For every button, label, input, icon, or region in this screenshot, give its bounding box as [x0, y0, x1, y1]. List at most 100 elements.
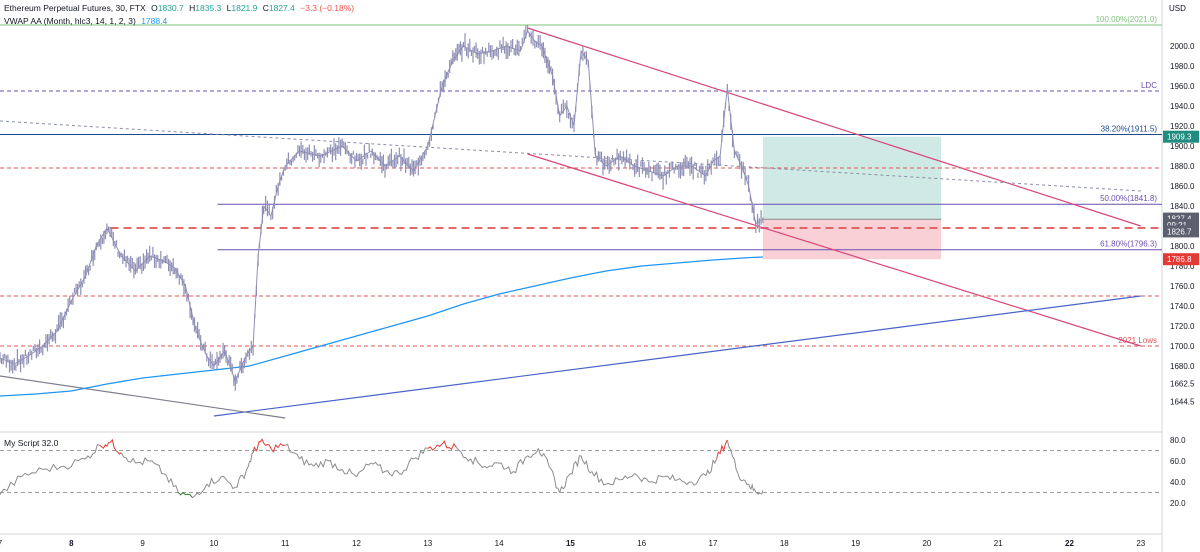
close-label: C — [262, 3, 269, 13]
vwap-line — [0, 256, 763, 397]
time-tick-9: 9 — [140, 539, 145, 548]
osc-segment-37 — [527, 448, 539, 458]
time-tick-20: 20 — [922, 539, 931, 548]
time-tick-11: 11 — [281, 539, 290, 548]
price-tick-1: 2000.0 — [1170, 42, 1195, 51]
channel-lower-line — [527, 153, 1141, 347]
time-tick-15: 15 — [566, 539, 575, 548]
osc-segment-38 — [537, 448, 550, 467]
time-tick-21: 21 — [994, 539, 1003, 548]
osc-segment-6 — [110, 438, 122, 455]
osc-segment-43 — [591, 470, 607, 486]
osc-segment-2 — [42, 463, 65, 473]
level-label-4: 50.00%(1841.8) — [1100, 194, 1157, 203]
osc-segment-30 — [427, 443, 443, 451]
level-label-0: 100.00%(2021.0) — [1096, 15, 1158, 24]
price-tick-2: 1980.0 — [1170, 62, 1195, 71]
trendlines[interactable] — [0, 27, 1141, 419]
osc-segment-46 — [634, 473, 650, 483]
price-axis[interactable]: 2000.0 1980.0 1960.0 1940.0 1920.0 1900.0 1880… — [1163, 42, 1199, 508]
low-value: 1821.9 — [231, 3, 258, 13]
osc-segment-55 — [748, 482, 757, 493]
axis-tag-bg-3 — [1163, 225, 1199, 238]
price-tick-13: 1760.0 — [1170, 282, 1195, 291]
price-tick-14: 1740.0 — [1170, 302, 1195, 311]
osc-segment-24 — [341, 467, 357, 478]
osc-segment-48 — [662, 473, 678, 481]
osc-segment-8 — [135, 457, 150, 466]
vwap-path — [0, 256, 763, 397]
indicator-name: My Script — [4, 438, 40, 448]
level-label-8: 2021 Lows — [1118, 336, 1157, 345]
price-line — [0, 29, 764, 383]
price-tick-15: 1720.0 — [1170, 322, 1195, 331]
change-value: −3.3 (−0.18%) — [300, 3, 355, 13]
oscillator-pane — [0, 438, 1162, 499]
price-tick-3: 1960.0 — [1170, 82, 1195, 91]
open-label: O — [151, 3, 158, 13]
axis-tag-0: 1909.3 — [1167, 133, 1192, 142]
position-tool-zones[interactable] — [762, 136, 942, 260]
level-label-2: 38.20%(1911.5) — [1101, 125, 1158, 134]
high-label: H — [189, 3, 196, 13]
level-label-6: 61.80%(1796.3) — [1100, 240, 1157, 249]
osc-segment-35 — [499, 462, 514, 475]
osc-segment-17 — [252, 440, 261, 453]
osc-segment-10 — [163, 473, 179, 493]
downtrend-line — [0, 375, 286, 419]
time-tick-23: 23 — [1136, 539, 1145, 548]
horizontal-levels[interactable]: 100.00%(2021.0) LDC 38.20%(1911.5) 50.00%(1… — [0, 15, 1162, 347]
osc-segment-13 — [206, 476, 222, 488]
osc-segment-20 — [285, 443, 300, 460]
level-label-1: LDC — [1141, 81, 1157, 90]
indicator-value: 32.0 — [41, 438, 59, 448]
osc-segment-16 — [245, 452, 254, 472]
price-tick-7: 1880.0 — [1170, 162, 1195, 171]
osc-segment-56 — [755, 490, 764, 495]
symbol-title: Ethereum Perpetual Futures, 30, FTX — [4, 3, 146, 13]
osc-segment-50 — [691, 473, 707, 486]
time-tick-16: 16 — [637, 539, 646, 548]
osc-segment-39 — [548, 465, 561, 493]
time-tick-18: 18 — [780, 539, 789, 548]
osc-segment-36 — [513, 455, 528, 474]
osc-segment-21 — [299, 455, 315, 467]
osc-segment-22 — [313, 458, 329, 469]
vwap-label: VWAP AA (Month, hlc3, 14, 1, 2, 3) — [4, 16, 136, 26]
time-tick-12: 12 — [352, 539, 361, 548]
osc-segment-34 — [484, 462, 500, 469]
axis-tag-bg-4 — [1163, 253, 1199, 266]
price-tick-6: 1900.0 — [1170, 142, 1195, 151]
osc-segment-31 — [441, 440, 457, 450]
dotted-trendline — [0, 120, 1141, 192]
osc-segment-19 — [270, 443, 286, 453]
osc-segment-44 — [605, 476, 621, 486]
osc-segment-42 — [580, 455, 593, 474]
time-tick-7: 7 — [0, 539, 3, 548]
axis-tag-4: 1786.8 — [1167, 255, 1192, 264]
osc-segment-32 — [455, 447, 471, 462]
price-tick-5: 1920.0 — [1170, 122, 1195, 131]
osc-segment-33 — [470, 455, 486, 469]
currency-label: USD — [1169, 4, 1186, 13]
osc-segment-1 — [21, 467, 43, 478]
osc-segment-4 — [85, 443, 100, 460]
time-axis[interactable]: 7 8 9 10 11 12 13 14 15 16 17 18 19 20 21 22 23 — [0, 539, 1146, 548]
vwap-value: 1788.4 — [141, 16, 168, 26]
time-tick-8: 8 — [69, 539, 74, 548]
osc-segment-11 — [177, 491, 193, 499]
osc-tick-1: 60.0 — [1170, 457, 1186, 466]
osc-segment-23 — [327, 459, 343, 471]
osc-segment-7 — [120, 452, 136, 464]
osc-tick-3: 20.0 — [1170, 499, 1186, 508]
grid — [0, 0, 1163, 552]
osc-segment-25 — [356, 462, 372, 478]
low-label: L — [226, 3, 232, 13]
osc-segment-12 — [192, 483, 208, 499]
high-value: 1835.3 — [195, 3, 222, 13]
osc-segment-53 — [726, 439, 739, 474]
price-tick-19: 1644.5 — [1170, 398, 1195, 407]
osc-segment-3 — [63, 457, 86, 470]
symbol-header: Ethereum Perpetual Futures, 30, FTX O 183… — [4, 3, 357, 13]
